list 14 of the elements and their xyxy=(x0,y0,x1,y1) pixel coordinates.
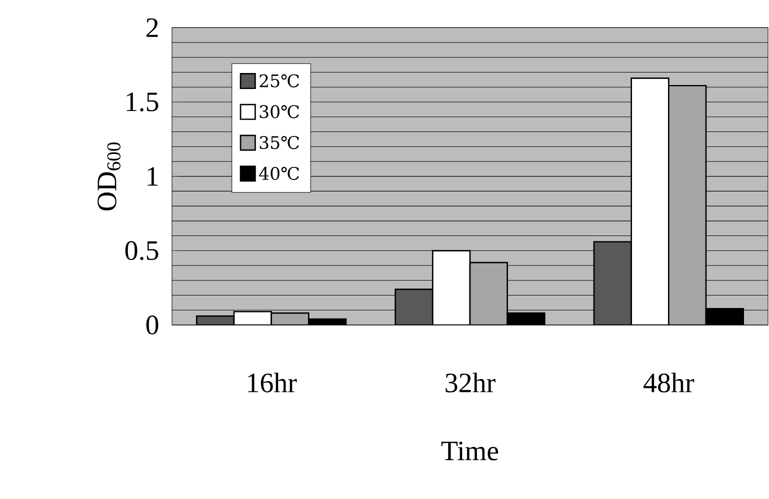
x-tick-label: 16hr xyxy=(248,372,297,392)
legend-label: 35℃ xyxy=(260,136,299,150)
y-axis-title: OD$_{600}$ xyxy=(98,142,120,210)
y-tick-label: 0 xyxy=(146,316,158,334)
x-tick-label: 32hr xyxy=(446,372,496,392)
y-tick-label: 0.5 xyxy=(125,241,158,260)
y-tick-label: 1 xyxy=(148,167,158,186)
y-tick-label: 2 xyxy=(146,18,158,37)
x-tick-label: 48hr xyxy=(644,372,694,392)
legend-label: 40℃ xyxy=(259,166,299,180)
legend-label: 25℃ xyxy=(260,74,299,88)
y-tick-label: 1.5 xyxy=(126,92,158,112)
legend-label: 30℃ xyxy=(260,105,299,118)
x-axis-title: Time xyxy=(441,442,498,460)
